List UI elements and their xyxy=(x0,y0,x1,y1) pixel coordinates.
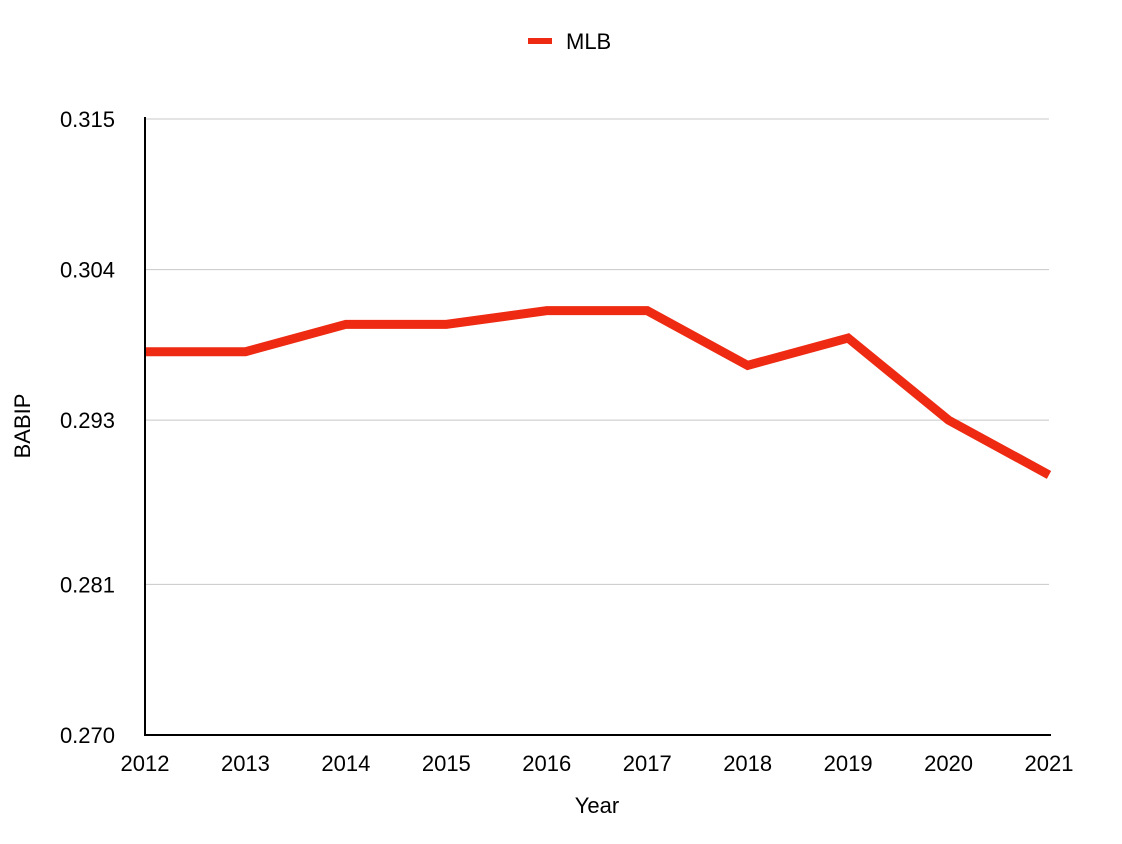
legend-label-mlb: MLB xyxy=(566,29,611,54)
x-tick-label-2014: 2014 xyxy=(321,751,370,776)
x-tick-label-2017: 2017 xyxy=(623,751,672,776)
x-tick-label-2020: 2020 xyxy=(924,751,973,776)
y-tick-label-0-270: 0.270 xyxy=(60,723,115,748)
x-tick-label-2013: 2013 xyxy=(221,751,270,776)
series-line-mlb xyxy=(145,306,1052,479)
x-tick-label-2021: 2021 xyxy=(1025,751,1074,776)
legend: MLB xyxy=(528,29,611,54)
y-axis-title: BABIP xyxy=(10,394,35,459)
series-lines xyxy=(144,306,1052,479)
gridlines xyxy=(145,118,1049,585)
y-tick-label-0-304: 0.304 xyxy=(60,258,115,283)
x-tick-label-2015: 2015 xyxy=(422,751,471,776)
x-tick-label-2018: 2018 xyxy=(723,751,772,776)
y-tick-label-0-315: 0.315 xyxy=(60,107,115,132)
x-tick-label-2016: 2016 xyxy=(522,751,571,776)
axes xyxy=(144,117,1051,736)
x-tick-label-2019: 2019 xyxy=(824,751,873,776)
y-tick-labels: 0.270 0.281 0.293 0.304 0.315 xyxy=(60,107,115,748)
y-tick-label-0-293: 0.293 xyxy=(60,408,115,433)
x-tick-label-2012: 2012 xyxy=(121,751,170,776)
x-axis-title: Year xyxy=(575,793,619,818)
y-tick-label-0-281: 0.281 xyxy=(60,572,115,597)
x-tick-labels: 2012 2013 2014 2015 2016 2017 2018 2019 2020 2021 xyxy=(121,751,1074,776)
